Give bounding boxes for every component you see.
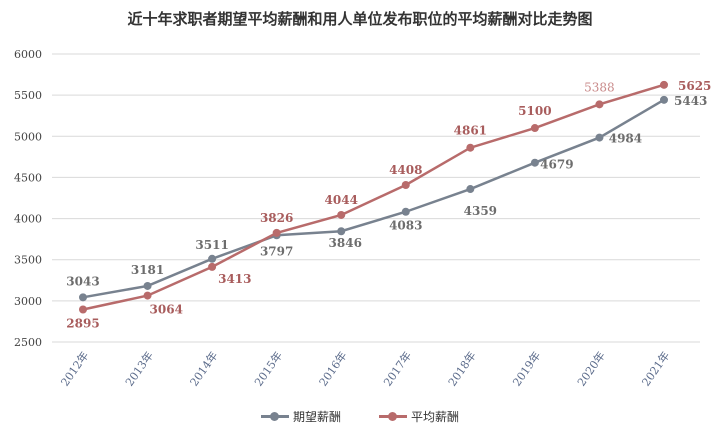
y-tick-label: 6000 <box>14 48 42 61</box>
x-tick-label: 2016年 <box>316 349 350 389</box>
data-label: 5388 <box>584 80 615 94</box>
data-point <box>79 305 87 314</box>
data-point <box>208 262 217 271</box>
data-label: 4044 <box>325 193 358 207</box>
data-label: 3797 <box>260 244 293 258</box>
series-line-0 <box>82 98 665 299</box>
data-point <box>401 207 410 216</box>
legend-item-average[interactable]: 平均薪酬 <box>379 408 459 425</box>
data-point <box>401 180 410 189</box>
legend-swatch-average <box>379 412 407 421</box>
legend-label-average: 平均薪酬 <box>411 410 460 424</box>
data-point <box>660 95 668 104</box>
y-tick-label: 2500 <box>14 336 42 349</box>
data-label: 4359 <box>464 204 497 218</box>
data-point <box>208 254 217 263</box>
data-label: 4408 <box>389 163 422 177</box>
data-label: 3846 <box>329 236 362 250</box>
data-point <box>337 210 346 219</box>
legend-swatch-expected <box>260 412 289 421</box>
x-tick-label: 2018年 <box>445 349 479 389</box>
x-tick-label: 2012年 <box>58 349 92 389</box>
data-point <box>79 293 87 302</box>
data-point <box>143 281 152 290</box>
data-label: 4861 <box>454 124 487 138</box>
legend-item-expected[interactable]: 期望薪酬 <box>260 408 341 425</box>
data-label: 5100 <box>518 104 551 118</box>
data-point <box>530 158 539 167</box>
y-tick-label: 3500 <box>14 254 42 267</box>
data-point <box>337 227 346 236</box>
data-label: 5443 <box>674 94 707 108</box>
data-label: 4083 <box>389 219 422 233</box>
data-label: 3413 <box>218 272 251 286</box>
data-point <box>466 185 475 194</box>
y-tick-label: 3000 <box>14 295 42 308</box>
chart-title: 近十年求职者期望平均薪酬和用人单位发布职位的平均薪酬对比走势图 <box>127 10 593 28</box>
data-label: 3511 <box>195 238 228 252</box>
data-point <box>143 291 152 300</box>
y-tick-label: 4000 <box>14 213 42 226</box>
y-tick-label: 5500 <box>14 89 42 102</box>
data-point <box>595 133 604 142</box>
y-tick-label: 5000 <box>14 130 42 143</box>
data-point <box>466 143 475 152</box>
legend: 期望薪酬 平均薪酬 <box>0 408 720 425</box>
x-tick-label: 2019年 <box>510 349 544 389</box>
data-point <box>530 124 539 133</box>
data-point <box>595 100 604 109</box>
data-point <box>272 228 281 237</box>
data-label: 3064 <box>150 303 183 317</box>
x-tick-label: 2020年 <box>574 349 608 389</box>
x-tick-label: 2017年 <box>380 349 414 389</box>
x-tick-label: 2013年 <box>122 349 156 389</box>
x-tick-label: 2021年 <box>639 349 673 389</box>
data-label: 4679 <box>540 158 573 172</box>
data-label: 3043 <box>66 274 99 288</box>
data-point <box>660 80 668 89</box>
series-line-1 <box>82 83 665 311</box>
data-label: 2895 <box>66 316 99 330</box>
legend-label-expected: 期望薪酬 <box>292 410 341 424</box>
y-tick-label: 4500 <box>14 171 42 184</box>
x-tick-label: 2015年 <box>251 349 285 389</box>
data-label: 5625 <box>678 79 711 93</box>
data-label: 3826 <box>260 211 293 225</box>
x-tick-label: 2014年 <box>187 349 221 389</box>
data-label: 3181 <box>131 263 164 277</box>
data-label: 4984 <box>609 132 642 146</box>
